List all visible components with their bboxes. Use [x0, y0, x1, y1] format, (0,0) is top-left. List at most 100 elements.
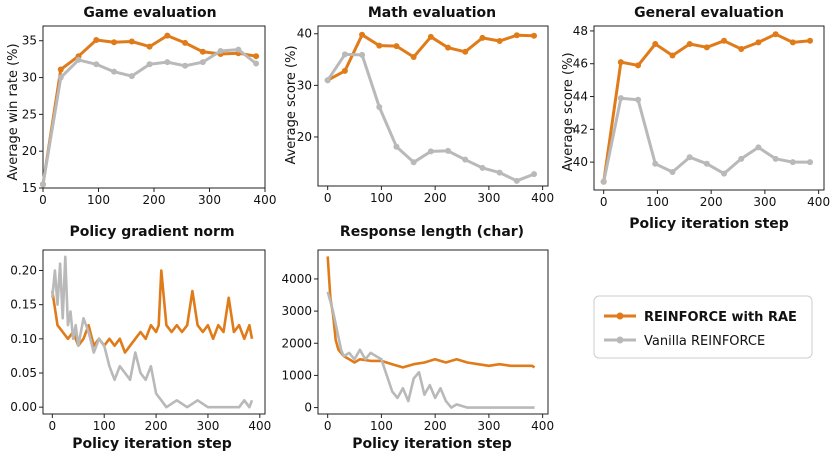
game-series-rae-point: [57, 66, 64, 73]
panel-resplen-title: Response length (char): [340, 224, 524, 240]
legend: REINFORCE with RAE Vanilla REINFORCE: [593, 295, 813, 359]
general-series-rae-point: [617, 59, 624, 66]
panel-math-ylabel: Average score (%): [284, 45, 299, 164]
game-series-vanilla-point: [111, 68, 118, 75]
general-ytick-label: 40: [573, 155, 588, 169]
math-series-rae-point: [513, 32, 520, 39]
gradnorm-xtick-label: 400: [248, 419, 271, 433]
game-series-vanilla-point: [164, 59, 171, 66]
gradnorm-xtick-label: 100: [93, 419, 116, 433]
math-series-rae-line: [326, 33, 535, 82]
panel-math: Math evaluation Average score (%) 0 100 20…: [284, 5, 554, 205]
general-series-vanilla-point: [755, 144, 762, 151]
game-series-vanilla-point: [199, 59, 206, 66]
general-series-vanilla-point: [652, 160, 659, 167]
math-ytick-label: 30: [297, 78, 312, 92]
general-ytick-label: 48: [573, 24, 588, 38]
panel-math-title: Math evaluation: [368, 5, 496, 21]
math-series-vanilla-point: [324, 77, 331, 84]
general-series-vanilla-point: [669, 168, 676, 175]
resplen-ytick-label: 3000: [281, 304, 312, 318]
panel-general-xlabel: Policy iteration step: [629, 216, 789, 232]
gradnorm-ytick-label: 0.15: [10, 298, 37, 312]
math-ytick-label: 20: [297, 130, 312, 144]
resplen-xtick-label: 200: [424, 419, 447, 433]
panel-gradnorm-title: Policy gradient norm: [69, 224, 234, 240]
gradnorm-ytick-label: 0.20: [10, 264, 37, 278]
gradnorm-xtick-label: 200: [145, 419, 168, 433]
general-series-rae-point: [755, 39, 762, 46]
game-series-vanilla-point: [217, 48, 224, 55]
gradnorm-ytick-label: 0.10: [10, 332, 37, 346]
panel-resplen-xlabel: Policy iteration step: [352, 436, 512, 452]
general-series-vanilla-point: [635, 96, 642, 103]
game-series-vanilla-point: [182, 62, 189, 69]
general-series-rae-point: [772, 31, 779, 38]
general-series-rae-point: [789, 39, 796, 46]
general-ytick-label: 46: [573, 57, 588, 71]
game-series-vanilla-point: [57, 74, 64, 81]
panel-game: Game evaluation Average win rate (%) 0 10…: [6, 5, 276, 207]
general-xtick-label: 300: [753, 195, 776, 209]
general-series-rae-point: [652, 41, 659, 48]
game-series-rae-point: [93, 36, 100, 43]
game-series-rae-point: [182, 39, 189, 46]
general-series-rae-point: [635, 62, 642, 69]
resplen-xtick-label: 400: [531, 419, 554, 433]
plot-math: 0 100 200 300 400 20 30 40: [297, 25, 554, 205]
general-series-vanilla-point: [617, 95, 624, 102]
math-series-vanilla-point: [531, 171, 538, 178]
game-series-rae-point: [128, 38, 135, 45]
resplen-xtick-label: 0: [324, 419, 332, 433]
math-xtick-label: 400: [531, 191, 554, 205]
game-series-rae-point: [111, 39, 118, 46]
general-series-vanilla-point: [600, 178, 607, 185]
resplen-series-vanilla-line: [326, 291, 535, 409]
math-series-rae-point: [445, 44, 452, 51]
panel-gradnorm-xlabel: Policy iteration step: [72, 436, 232, 452]
math-series-rae-point: [359, 31, 366, 38]
general-series-rae-point: [738, 45, 745, 52]
gradnorm-xtick-label: 300: [196, 419, 219, 433]
game-ytick-label: 15: [22, 181, 37, 195]
game-series-vanilla-point: [93, 61, 100, 68]
general-xtick-label: 100: [646, 195, 669, 209]
general-series-vanilla-point: [789, 159, 796, 166]
math-series-vanilla-point: [462, 156, 469, 163]
panel-general-ylabel: Average score (%): [561, 52, 576, 171]
legend-frame: [593, 295, 813, 359]
game-series-vanilla-point: [146, 61, 153, 68]
game-series-rae-point: [199, 48, 206, 55]
general-xtick-label: 400: [807, 195, 830, 209]
game-series-vanilla-point: [235, 46, 242, 53]
game-series-vanilla-point: [75, 56, 82, 63]
math-series-vanilla-point: [445, 147, 452, 154]
general-series-rae-point: [686, 41, 693, 48]
game-series-rae-point: [164, 32, 171, 39]
math-plot-frame: [317, 25, 549, 187]
resplen-series-rae-line: [326, 256, 536, 369]
gradnorm-series-vanilla-line: [51, 255, 254, 409]
panel-gradnorm: Policy gradient norm Policy iteration st…: [10, 224, 271, 452]
math-series-vanilla-point: [376, 104, 383, 111]
panel-game-ylabel: Average win rate (%): [6, 43, 21, 180]
general-series-vanilla-point: [738, 155, 745, 162]
game-series-vanilla-point: [40, 181, 46, 188]
math-series-vanilla-point: [359, 51, 366, 58]
math-ytick-label: 40: [297, 27, 312, 41]
math-series-rae-point: [462, 48, 469, 55]
general-ytick-label: 42: [573, 122, 588, 136]
resplen-plot-frame: [317, 249, 549, 415]
game-ytick-label: 25: [22, 107, 37, 121]
gradnorm-ytick-label: 0.00: [10, 400, 37, 414]
general-series-vanilla-line: [602, 96, 810, 183]
general-series-rae-point: [721, 37, 728, 44]
plot-game: 0 100 200 300 400 15 20 25 30 35: [22, 25, 277, 207]
math-xtick-label: 100: [370, 191, 393, 205]
math-series-rae-point: [376, 42, 383, 49]
math-xtick-label: 300: [477, 191, 500, 205]
gradnorm-xtick-label: 0: [49, 419, 57, 433]
plot-gradnorm: 0 100 200 300 400 0.00 0.05 0.10 0.15 0.20: [10, 249, 271, 433]
game-xtick-label: 400: [254, 193, 277, 207]
math-series-vanilla-point: [341, 51, 348, 58]
